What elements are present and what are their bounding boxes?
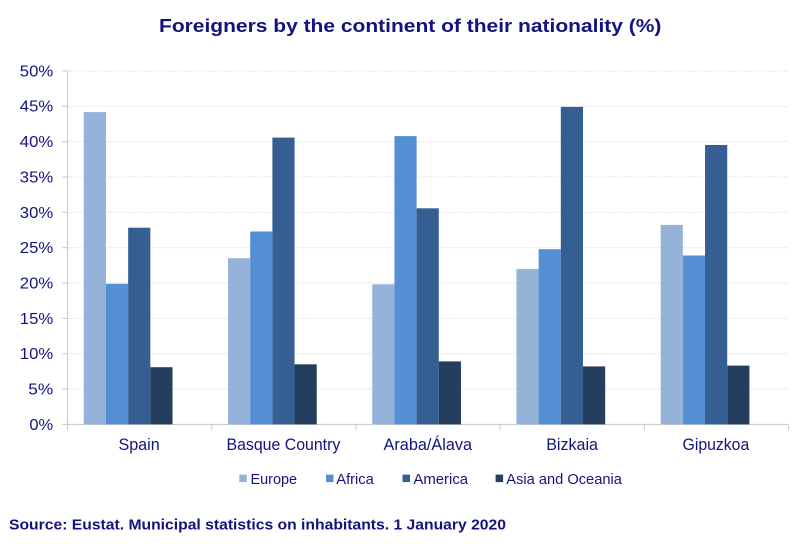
svg-text:15%: 15%	[20, 311, 53, 328]
svg-text:25%: 25%	[20, 240, 53, 257]
svg-text:30%: 30%	[20, 205, 53, 222]
svg-text:50%: 50%	[20, 63, 53, 80]
svg-text:Africa: Africa	[336, 471, 374, 488]
svg-text:Araba/Álava: Araba/Álava	[384, 435, 473, 454]
svg-text:45%: 45%	[20, 99, 53, 116]
svg-text:35%: 35%	[20, 169, 53, 186]
svg-text:5%: 5%	[28, 382, 53, 399]
svg-text:0%: 0%	[29, 417, 53, 434]
svg-text:40%: 40%	[20, 134, 53, 151]
svg-text:Gipuzkoa: Gipuzkoa	[683, 435, 750, 454]
svg-text:Source: Eustat. Municipal stat: Source: Eustat. Municipal statistics on …	[9, 518, 506, 534]
svg-text:20%: 20%	[20, 275, 53, 292]
svg-text:Bizkaia: Bizkaia	[546, 435, 598, 454]
svg-text:Foreigners by the continent of: Foreigners by the continent of their nat…	[159, 16, 661, 36]
svg-text:Asia and Oceania: Asia and Oceania	[506, 471, 622, 488]
svg-text:Basque Country: Basque Country	[227, 435, 341, 454]
svg-text:America: America	[413, 471, 468, 488]
svg-text:10%: 10%	[20, 346, 53, 363]
svg-text:Spain: Spain	[118, 435, 159, 454]
svg-text:Europe: Europe	[251, 471, 298, 488]
